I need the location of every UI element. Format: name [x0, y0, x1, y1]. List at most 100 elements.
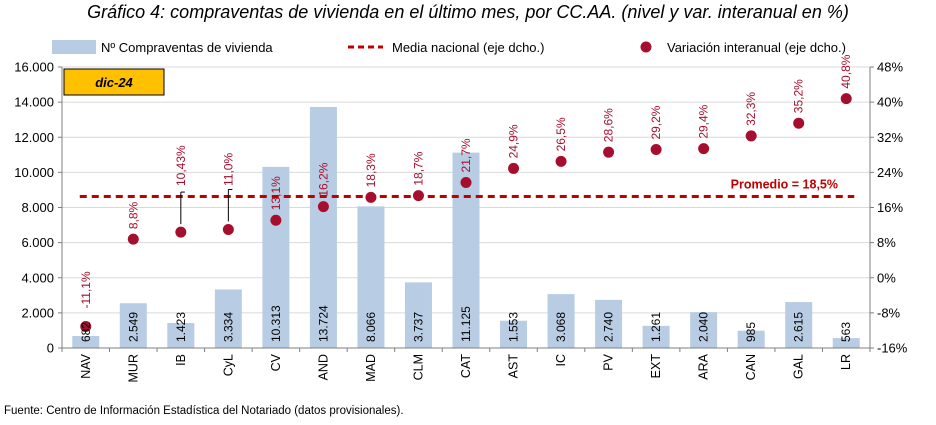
bar-clm [404, 282, 432, 348]
category-label: CyL [221, 354, 235, 376]
source-note: Fuente: Centro de Información Estadístic… [4, 405, 404, 417]
legend-bar-label: Nº Compraventas de vivienda [101, 40, 273, 55]
variation-label: 10,43% [174, 145, 188, 186]
bar-value-label: 11.125 [459, 306, 473, 342]
category-label: NAV [79, 353, 93, 378]
bar-cyl [214, 289, 242, 348]
bar-value-label: 13.724 [316, 305, 330, 342]
variation-label: 18,3% [364, 153, 378, 187]
left-tick-label: 0 [47, 341, 54, 356]
marker-mur [127, 233, 139, 245]
category-label: PV [602, 353, 616, 370]
marker-ara [698, 143, 710, 155]
bar-value-label: 2.549 [126, 312, 140, 342]
legend-bar-swatch [52, 40, 96, 54]
marker-can [745, 130, 757, 142]
category-label: IC [554, 354, 568, 367]
left-tick-label: 2.000 [21, 305, 54, 320]
variation-label: 16,2% [316, 162, 330, 196]
legend-marker-label: Variación interanual (eje dcho.) [667, 40, 846, 55]
bar-value-label: 1.261 [649, 312, 663, 342]
left-tick-label: 6.000 [21, 235, 54, 250]
marker-ic [555, 155, 567, 167]
marker-mad [365, 191, 377, 203]
marker-gal [793, 117, 805, 129]
marker-ext [650, 144, 662, 156]
right-tick-label: 8% [877, 235, 896, 250]
bar-value-label: 1.423 [174, 312, 188, 342]
category-label: LR [839, 354, 853, 370]
bar-ext [642, 325, 670, 348]
bar-value-label: 8.066 [364, 312, 378, 342]
left-tick-label: 4.000 [21, 270, 54, 285]
axes: 0 2.000 4.000 6.000 8.000 10.000 12.000 14.000 1… [14, 60, 908, 383]
average-annotation: Promedio = 18,5% [731, 178, 838, 192]
chart: Promedio = 18,5% -11,1% 8,8% 10,43% 11,0% 13… [14, 40, 908, 383]
category-label: MUR [126, 354, 140, 382]
bar-can [737, 330, 765, 348]
bar-gal [785, 302, 813, 348]
right-tick-label: 40% [877, 95, 903, 110]
right-tick-label: 24% [877, 165, 903, 180]
marker-clm [412, 190, 424, 202]
variation-label: 18,7% [411, 151, 425, 185]
variation-label: -11,1% [79, 271, 93, 308]
category-label: GAL [792, 354, 806, 379]
variation-label: 32,3% [744, 92, 758, 126]
label-connectors [180, 188, 233, 225]
marker-nav [80, 320, 92, 332]
variation-label: 29,4% [697, 104, 711, 138]
bar-nav [72, 336, 100, 348]
marker-cyl [222, 223, 234, 235]
variation-label: 40,8% [839, 54, 853, 88]
variation-label: 29,2% [649, 105, 663, 139]
bar-ara [690, 312, 718, 348]
variation-label: 26,5% [554, 117, 568, 151]
category-label: CAN [744, 354, 758, 380]
variation-label: 21,7% [459, 138, 473, 172]
left-tick-label: 12.000 [14, 130, 54, 145]
right-tick-label: 32% [877, 130, 903, 145]
bar-value-label: 2.740 [602, 312, 616, 342]
left-tick-label: 8.000 [21, 200, 54, 215]
period-box [63, 68, 165, 96]
bar-value-label: 682 [79, 322, 93, 342]
bar-mad [357, 206, 385, 348]
bar-value-label: 3.334 [221, 312, 235, 342]
average-line-group: Promedio = 18,5% [79, 178, 855, 199]
right-tick-label: -16% [877, 341, 908, 356]
bar-value-label: 1.553 [507, 312, 521, 342]
period-box-group: dic-24 [63, 68, 165, 96]
marker-ib [175, 226, 187, 238]
bar-lr [832, 338, 860, 348]
legend-average-label: Media nacional (eje dcho.) [392, 40, 544, 55]
marker-lr [840, 93, 852, 105]
marker-cat [460, 176, 472, 188]
bar-ast [500, 320, 528, 348]
bar-value-label: 2.040 [697, 312, 711, 342]
category-label: ARA [697, 353, 711, 379]
right-tick-label: 0% [877, 270, 896, 285]
chart-title: Gráfico 4: compraventas de vivienda en e… [87, 2, 849, 22]
bar-value-label: 2.615 [792, 312, 806, 342]
variation-label: 8,8% [126, 201, 140, 229]
category-label: CLM [411, 354, 425, 380]
category-label: MAD [364, 354, 378, 382]
category-label: AND [316, 354, 330, 380]
variation-label: 11,0% [221, 153, 235, 186]
marker-and [317, 201, 329, 213]
bar-value-label: 3.737 [411, 312, 425, 342]
right-tick-label: -8% [877, 305, 901, 320]
category-label: CAT [459, 354, 473, 378]
period-label: dic-24 [95, 75, 133, 90]
bar-mur [119, 303, 147, 348]
marker-pv [603, 146, 615, 158]
bar-ib [167, 323, 195, 348]
data-labels: -11,1% 8,8% 10,43% 11,0% 13,1% 16,2% 18,3% 18,7… [79, 54, 853, 342]
bar-and [309, 106, 337, 348]
variation-label: 24,9% [507, 124, 521, 158]
category-label: IB [174, 354, 188, 366]
right-tick-label: 48% [877, 60, 903, 75]
markers [80, 93, 852, 332]
marker-cv [270, 214, 282, 226]
